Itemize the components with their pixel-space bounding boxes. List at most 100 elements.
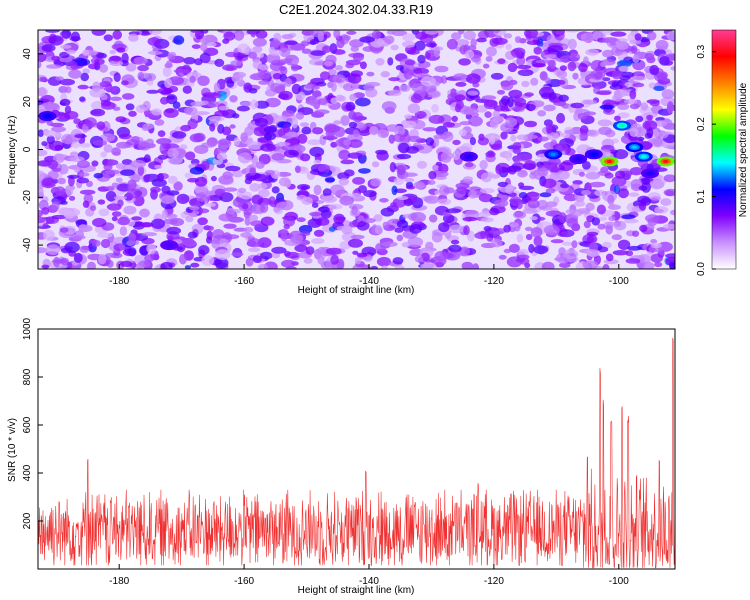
heatmap-cell [176,193,190,204]
heatmap-cell [507,62,518,73]
heatmap-cell [407,135,421,143]
heatmap-cell [389,162,397,173]
heatmap-cell [208,115,225,122]
heatmap-cell [59,227,69,233]
heatmap-cell [431,103,439,113]
heatmap-cell [333,213,346,225]
heatmap-cell [665,258,675,263]
heatmap-cell [616,41,629,50]
heatmap-cell [401,242,411,248]
heatmap-cell [422,127,437,132]
heatmap-cell [184,265,191,269]
heatmap-cell [324,60,333,67]
snr-x-axis: -180 -160 -140 -120 -100 [109,564,629,587]
heatmap-cell [284,77,293,87]
spectrogram-y-axis: -40 -20 0 20 40 [22,48,43,252]
heatmap-cell [88,63,99,70]
heatmap-cell [54,186,66,196]
heatmap-cell [554,142,568,152]
heatmap-cell [480,217,494,223]
heatmap-cell [548,91,557,100]
heatmap-cell [424,195,440,204]
heatmap-cell [585,171,601,180]
heatmap-cell [278,90,293,101]
heatmap-cell [320,209,332,219]
heatmap-cell [621,214,636,220]
heatmap-cell [51,126,66,133]
heatmap-cell [546,132,560,141]
heatmap-cell [450,88,457,99]
heatmap-cell [354,257,362,265]
heatmap-cell [638,201,647,211]
heatmap-cell [257,263,268,269]
y-tick-label: 200 [22,512,33,529]
heatmap-cell [526,40,543,46]
heatmap-cell [498,254,507,260]
heatmap-cell [544,77,551,84]
spectrogram-x-label: Height of straight line (km) [298,285,415,296]
heatmap-cell [109,49,117,55]
heatmap-cell [514,36,522,44]
heatmap-cell [623,98,638,105]
heatmap-hotspot [631,145,638,149]
heatmap-cell [128,232,137,242]
heatmap-cell [463,176,473,182]
heatmap-cell [458,128,467,137]
heatmap-cell [168,76,184,86]
snr-x-label: Height of straight line (km) [298,585,415,596]
heatmap-cell [279,47,291,58]
heatmap-cell [336,37,345,49]
heatmap-cell [317,246,327,255]
heatmap-cell [347,139,363,149]
heatmap-cell [398,142,410,154]
heatmap-cell [427,180,436,185]
heatmap-cell [485,151,496,158]
heatmap-cell [269,61,283,71]
heatmap-cell [73,252,83,263]
heatmap-cell [82,200,90,208]
colorbar-scale [711,29,737,270]
heatmap-cell [46,120,54,126]
heatmap-cell [291,83,302,95]
heatmap-cell [163,218,179,225]
heatmap-cell [556,70,568,79]
heatmap-cell [191,44,201,49]
heatmap-cell [525,233,533,241]
heatmap-cell [509,196,522,207]
heatmap-cell [290,234,304,245]
heatmap-cell [43,130,56,137]
heatmap-cell [517,169,528,178]
heatmap-hotspot [641,155,647,159]
heatmap-cell [421,84,437,93]
heatmap-cell [646,114,653,121]
heatmap-cell [232,197,244,208]
heatmap-cell [236,56,243,61]
heatmap-cell [556,112,566,124]
spectrogram-x-axis: -180 -160 -140 -120 -100 [109,264,629,287]
heatmap-cell [654,206,669,214]
heatmap-cell [54,144,64,151]
heatmap-cell [655,39,669,51]
heatmap-hotspot [606,159,613,163]
heatmap-cell [240,101,253,107]
heatmap-cell [349,208,361,217]
heatmap-cell [446,38,458,50]
heatmap-cell [303,258,313,264]
y-tick-label: -40 [22,237,33,252]
heatmap-cell [51,214,67,220]
heatmap-cell [352,129,360,138]
heatmap-cell [670,66,675,71]
heatmap-cell [212,229,225,239]
heatmap-cell [559,262,571,269]
heatmap-cell [564,129,581,135]
heatmap-cell [363,190,377,198]
heatmap-cell [483,63,490,69]
heatmap-cell [371,161,380,168]
heatmap-cell [41,141,48,147]
heatmap-cell [433,136,440,148]
heatmap-cell [319,71,331,80]
heatmap-cell [69,195,76,201]
heatmap-cell [214,110,229,117]
heatmap-cell [336,225,351,232]
heatmap-cell [321,195,337,204]
